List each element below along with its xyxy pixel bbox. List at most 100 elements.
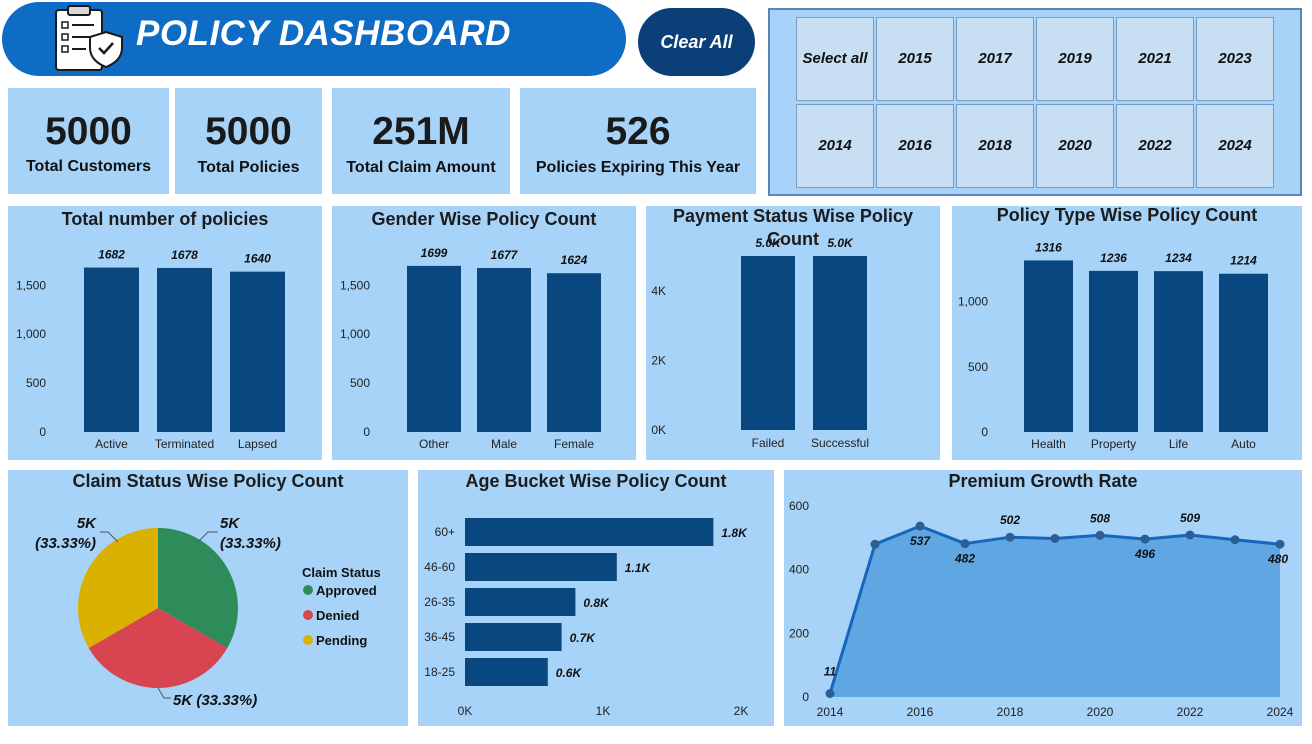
kpi-value: 5000 (45, 110, 132, 153)
legend-swatch (303, 610, 313, 620)
kpi-card-total-policies: 5000 Total Policies (175, 88, 322, 194)
category-label: Successful (811, 436, 869, 450)
data-point (1140, 534, 1150, 544)
slice-label-pending: 5K (77, 515, 97, 532)
claim-status-pie-chart: 5K (33.33%) 5K (33.33%) 5K (33.33%) Claim Sta… (35, 515, 381, 709)
category-label: 46-60 (424, 560, 455, 574)
premium-growth-chart: Premium Growth Rate 0 200 400 600 2014 2016 20… (784, 470, 1302, 726)
year-option-2017[interactable]: 2017 (956, 17, 1034, 101)
chart-title: Claim Status Wise Policy Count (72, 471, 344, 491)
legend-label: Pending (316, 633, 367, 648)
year-option-2014[interactable]: 2014 (796, 104, 874, 188)
data-point (960, 539, 970, 549)
y-tick-label: 500 (350, 376, 370, 390)
category-label: Lapsed (238, 437, 277, 451)
chart-title: Premium Growth Rate (948, 471, 1138, 491)
chart-title: Age Bucket Wise Policy Count (465, 471, 727, 491)
clear-all-button[interactable]: Clear All (638, 8, 755, 76)
x-tick-label: 2016 (907, 705, 934, 719)
kpi-label: Total Customers (25, 158, 152, 175)
bar (547, 273, 601, 432)
chart-title: Gender Wise Policy Count (371, 209, 597, 229)
slice-label-denied: 5K (33.33%) (173, 692, 257, 709)
year-option-2016[interactable]: 2016 (876, 104, 954, 188)
slice-label-approved: 5K (220, 515, 240, 532)
year-option-2021[interactable]: 2021 (1116, 17, 1194, 101)
data-point (1275, 539, 1285, 549)
chart-title: Total number of policies (61, 209, 269, 229)
y-tick-label: 0 (39, 425, 46, 439)
pie-slice-pending (77, 528, 158, 648)
total-policies-bar-chart: 0 500 1,000 1,500 1682 Active 1678 Terminated 16… (16, 248, 285, 451)
legend-swatch (303, 635, 313, 645)
chart-title: Payment Status Wise Policy Count (673, 206, 913, 249)
data-label: 480 (1267, 552, 1288, 566)
bar (230, 271, 285, 432)
y-tick-label: 2K (651, 353, 666, 367)
category-label: Terminated (155, 437, 214, 451)
bar (1089, 270, 1138, 432)
year-option-2015[interactable]: 2015 (876, 17, 954, 101)
y-tick-label: 4K (651, 284, 666, 298)
year-option-2022[interactable]: 2022 (1116, 104, 1194, 188)
category-label: Health (1031, 437, 1066, 451)
bar (465, 623, 562, 651)
y-tick-label: 1,000 (340, 327, 370, 341)
bar (1024, 260, 1073, 432)
data-label: 509 (1180, 511, 1200, 525)
category-label: Active (95, 437, 128, 451)
legend-label: Approved (316, 583, 377, 598)
year-option-2019[interactable]: 2019 (1036, 17, 1114, 101)
y-tick-label: 1,000 (16, 327, 46, 341)
category-label: Failed (752, 436, 785, 450)
gender-chart: Gender Wise Policy Count 0 500 1,000 1,500 1… (332, 206, 636, 460)
y-tick-label: 500 (968, 360, 988, 374)
year-option-2018[interactable]: 2018 (956, 104, 1034, 188)
bar (465, 588, 576, 616)
chart-title: Policy Type Wise Policy Count (996, 205, 1258, 225)
kpi-value: 5000 (205, 110, 292, 153)
category-label: Property (1091, 437, 1136, 451)
category-label: 18-25 (424, 665, 455, 679)
year-option-2024[interactable]: 2024 (1196, 104, 1274, 188)
kpi-card-total-customers: 5000 Total Customers (8, 88, 169, 194)
policy-type-chart: Policy Type Wise Policy Count 0 500 1,000 1… (952, 205, 1302, 460)
bar (741, 256, 795, 430)
data-label: 0.6K (556, 666, 583, 680)
data-label: 502 (1000, 513, 1020, 527)
kpi-card-policies-expiring: 526 Policies Expiring This Year (520, 88, 756, 194)
bar (465, 658, 548, 686)
total-policies-chart: Total number of policies 0 500 1,000 1,500 1… (8, 206, 322, 460)
data-label: 1316 (1035, 240, 1062, 254)
y-tick-label: 0 (802, 690, 809, 704)
payment-status-chart: Payment Status Wise Policy Count 0K 2K 4K 5… (646, 206, 940, 460)
year-option-2020[interactable]: 2020 (1036, 104, 1114, 188)
year-option-2023[interactable]: 2023 (1196, 17, 1274, 101)
data-label: 11 (824, 664, 837, 678)
data-point (825, 688, 835, 698)
data-label: 1699 (421, 246, 448, 260)
page-title: POLICY DASHBOARD (136, 14, 511, 53)
y-tick-label: 0 (981, 425, 988, 439)
y-tick-label: 400 (789, 563, 809, 577)
bar (84, 267, 139, 432)
y-tick-label: 500 (26, 376, 46, 390)
category-label: Male (491, 437, 517, 451)
area-fill (830, 526, 1280, 697)
legend-title: Claim Status (302, 565, 381, 580)
category-label: 26-35 (424, 595, 455, 609)
kpi-value: 526 (605, 110, 671, 153)
bar (1219, 273, 1268, 432)
leader-line (100, 531, 119, 543)
data-label: 508 (1090, 511, 1110, 525)
year-option-select-all[interactable]: Select all (796, 17, 874, 101)
y-tick-label: 1,000 (958, 295, 988, 309)
x-tick-label: 2014 (817, 705, 844, 719)
y-tick-label: 600 (789, 499, 809, 513)
category-label: Female (554, 437, 594, 451)
legend-label: Denied (316, 608, 359, 623)
legend-swatch (303, 585, 313, 595)
payment-status-bar-chart: 0K 2K 4K 5.0K Failed 5.0K Successful (651, 236, 869, 450)
data-label: 5.0K (827, 236, 854, 250)
data-label: 496 (1134, 547, 1155, 561)
